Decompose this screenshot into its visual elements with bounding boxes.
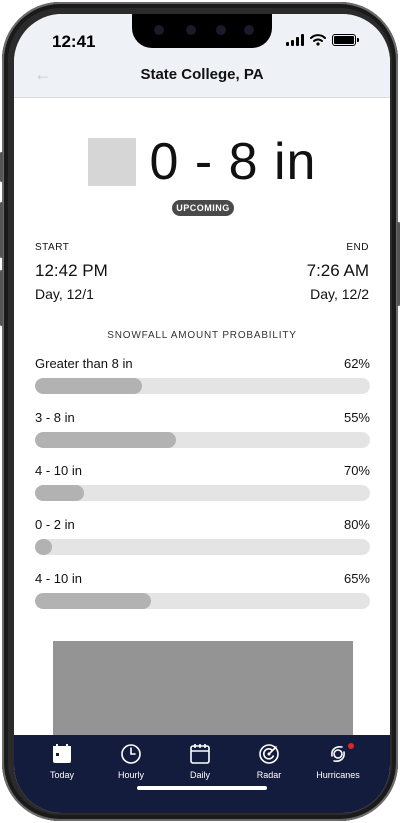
sensor-icon [186, 25, 196, 35]
wifi-icon [310, 34, 326, 46]
sensor-icon [216, 25, 226, 35]
probability-label: 4 - 10 in [35, 463, 82, 478]
start-time: 12:42 PM [35, 261, 108, 280]
nav-label: Hurricanes [316, 770, 360, 780]
sensor-icon [244, 25, 254, 35]
side-button [0, 152, 3, 182]
start-day: Day, 12/1 [35, 286, 94, 302]
media-placeholder [53, 641, 353, 741]
back-arrow-icon[interactable]: ← [34, 64, 52, 84]
radar-icon [259, 744, 279, 764]
nav-item-today[interactable]: Today [27, 743, 97, 780]
amount-value: 0 - 8 in [149, 133, 317, 191]
probability-bar-track [35, 485, 370, 501]
power-button [397, 222, 400, 306]
probability-bar-track [35, 593, 370, 609]
probability-label: Greater than 8 in [35, 356, 133, 371]
battery-icon [332, 34, 359, 46]
nav-label: Radar [256, 770, 282, 780]
probability-bar-track [35, 378, 370, 394]
nav-label: Today [49, 770, 75, 780]
nav-item-hourly[interactable]: Hourly [96, 743, 166, 780]
nav-item-hurricanes[interactable]: Hurricanes [303, 743, 373, 780]
home-indicator [137, 786, 267, 790]
probability-bar-fill [35, 593, 151, 609]
status-time: 12:41 [52, 32, 96, 51]
nav-label: Hourly [117, 770, 144, 780]
status-badge: UPCOMING [172, 200, 234, 216]
notch [132, 14, 272, 48]
calendar-icon [190, 744, 210, 764]
nav-label: Daily [189, 770, 210, 780]
probability-label: 0 - 2 in [35, 517, 75, 532]
snowfall-amount: 0 - 8 in [14, 132, 390, 192]
calendar-today-icon [53, 744, 71, 763]
volume-up-button [0, 202, 3, 258]
probability-bar-fill [35, 378, 143, 394]
signal-icon [286, 34, 304, 46]
probability-percent: 70% [343, 463, 370, 478]
start-label: START [35, 242, 70, 253]
page-title: State College, PA [140, 66, 264, 83]
nav-item-radar[interactable]: Radar [234, 743, 304, 780]
alert-dot [348, 743, 354, 749]
probability-label: 3 - 8 in [35, 410, 75, 425]
probability-title: SNOWFALL AMOUNT PROBABILITY [107, 330, 297, 341]
screen: 12:41 ← State College, PA [14, 14, 390, 813]
volume-down-button [0, 270, 3, 326]
probability-bar-track [35, 432, 370, 448]
probability-percent: 62% [343, 356, 370, 371]
status-icons [286, 34, 359, 46]
clock-icon [121, 744, 141, 764]
probability-percent: 65% [343, 571, 370, 586]
probability-bar-fill [35, 485, 84, 501]
bottom-nav: Today Hourly Daily [14, 735, 390, 813]
header: 12:41 ← State College, PA [14, 14, 390, 98]
probability-bar-fill [35, 539, 52, 555]
end-time: 7:26 AM [306, 261, 369, 280]
hurricane-icon [331, 746, 345, 762]
nav-item-daily[interactable]: Daily [165, 743, 235, 780]
probability-bar-track [35, 539, 370, 555]
camera-icon [154, 25, 164, 35]
end-label: END [346, 242, 369, 253]
weather-image-placeholder [87, 138, 136, 186]
probability-bar-fill [35, 432, 176, 448]
end-day: Day, 12/2 [310, 286, 369, 302]
probability-percent: 55% [343, 410, 370, 425]
probability-label: 4 - 10 in [35, 571, 82, 586]
probability-percent: 80% [343, 517, 370, 532]
